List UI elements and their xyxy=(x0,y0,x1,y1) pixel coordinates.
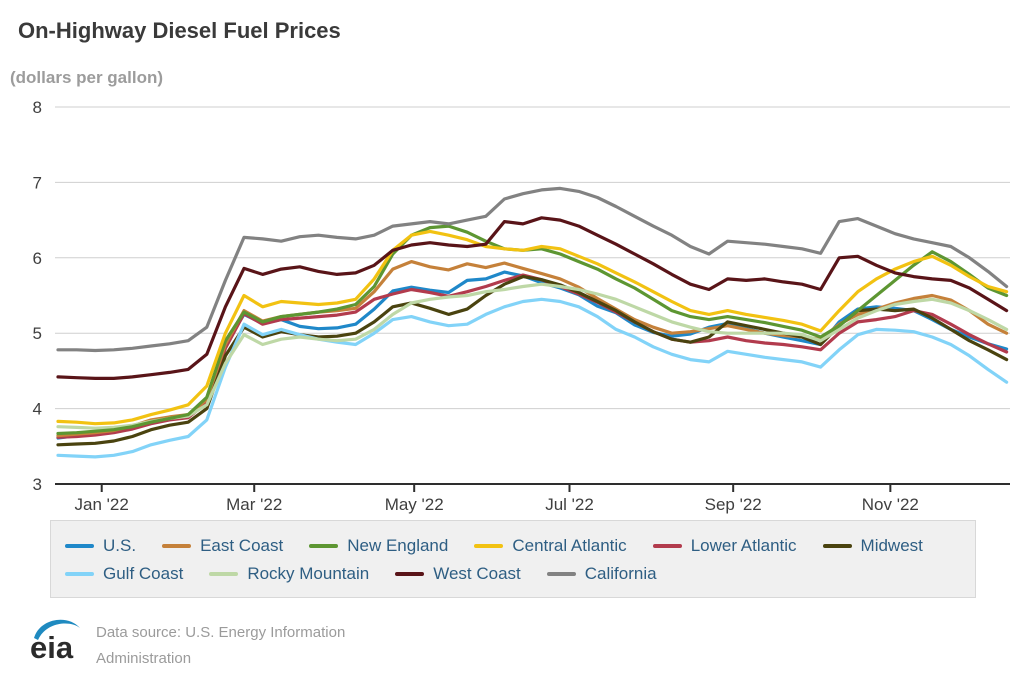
legend-swatch-central-atlantic xyxy=(474,544,504,548)
legend-label-california: California xyxy=(584,564,657,583)
series-line-rocky-mountain xyxy=(56,282,1009,430)
y-axis-label-4: 4 xyxy=(33,400,42,419)
eia-logo: eia xyxy=(30,619,80,665)
x-axis-label: Jan '22 xyxy=(75,495,129,514)
legend-item-lower-atlantic[interactable]: Lower Atlantic xyxy=(652,534,797,558)
series-line-gulf-coast xyxy=(56,297,1009,459)
legend-label-east-coast: East Coast xyxy=(200,536,284,555)
legend-swatch-lower-atlantic xyxy=(652,544,682,548)
legend-item-u-s[interactable]: U.S. xyxy=(65,534,136,558)
legend-item-east-coast[interactable]: East Coast xyxy=(162,534,283,558)
legend-swatch-u-s xyxy=(65,544,94,548)
eia-logo-text: eia xyxy=(30,630,74,665)
legend: U.S. East Coast New England Central Atlanti… xyxy=(50,520,976,598)
y-axis-label-7: 7 xyxy=(33,173,42,192)
series-line-west-coast xyxy=(56,216,1009,380)
series-line-california xyxy=(56,186,1009,353)
chart-subtitle: (dollars per gallon) xyxy=(10,68,164,87)
x-axis-label: Mar '22 xyxy=(226,495,282,514)
legend-label-u-s: U.S. xyxy=(103,536,137,555)
chart-title: On-Highway Diesel Fuel Prices xyxy=(18,18,341,43)
legend-item-rocky-mountain[interactable]: Rocky Mountain xyxy=(209,562,369,586)
legend-label-west-coast: West Coast xyxy=(433,564,521,583)
legend-swatch-gulf-coast xyxy=(65,572,94,576)
legend-swatch-east-coast xyxy=(162,544,192,548)
y-axis-label-8: 8 xyxy=(33,98,42,117)
data-source-line1: Data source: U.S. Energy Information xyxy=(96,624,346,641)
legend-swatch-midwest xyxy=(822,544,852,548)
legend-item-gulf-coast[interactable]: Gulf Coast xyxy=(65,562,183,586)
series-line-new-england xyxy=(56,224,1009,436)
legend-swatch-new-england xyxy=(309,544,339,548)
legend-label-central-atlantic: Central Atlantic xyxy=(512,536,627,555)
legend-swatch-west-coast xyxy=(395,572,425,576)
legend-item-california[interactable]: California xyxy=(546,562,657,586)
legend-label-lower-atlantic: Lower Atlantic xyxy=(690,536,797,555)
legend-item-central-atlantic[interactable]: Central Atlantic xyxy=(474,534,627,558)
legend-label-gulf-coast: Gulf Coast xyxy=(103,564,184,583)
legend-item-new-england[interactable]: New England xyxy=(309,534,448,558)
series-line-central-atlantic xyxy=(56,229,1009,426)
x-axis-label: May '22 xyxy=(385,495,444,514)
legend-swatch-california xyxy=(546,572,576,576)
legend-item-midwest[interactable]: Midwest xyxy=(822,534,923,558)
y-axis-label-6: 6 xyxy=(33,249,42,268)
legend-item-west-coast[interactable]: West Coast xyxy=(395,562,521,586)
footer: eia Data source: U.S. Energy Information… xyxy=(28,612,345,672)
data-source-text: Data source: U.S. Energy Information Adm… xyxy=(96,620,345,672)
eia-logo-swoosh xyxy=(34,619,80,640)
y-axis-label-5: 5 xyxy=(33,324,42,343)
legend-label-rocky-mountain: Rocky Mountain xyxy=(247,564,370,583)
legend-label-new-england: New England xyxy=(347,536,449,555)
y-axis-label-3: 3 xyxy=(33,475,42,494)
x-axis-label: Sep '22 xyxy=(705,495,762,514)
x-axis-label: Jul '22 xyxy=(545,495,594,514)
legend-label-midwest: Midwest xyxy=(860,536,923,555)
x-axis-label: Nov '22 xyxy=(862,495,919,514)
legend-swatch-rocky-mountain xyxy=(209,572,239,576)
data-source-line2: Administration xyxy=(96,650,192,667)
